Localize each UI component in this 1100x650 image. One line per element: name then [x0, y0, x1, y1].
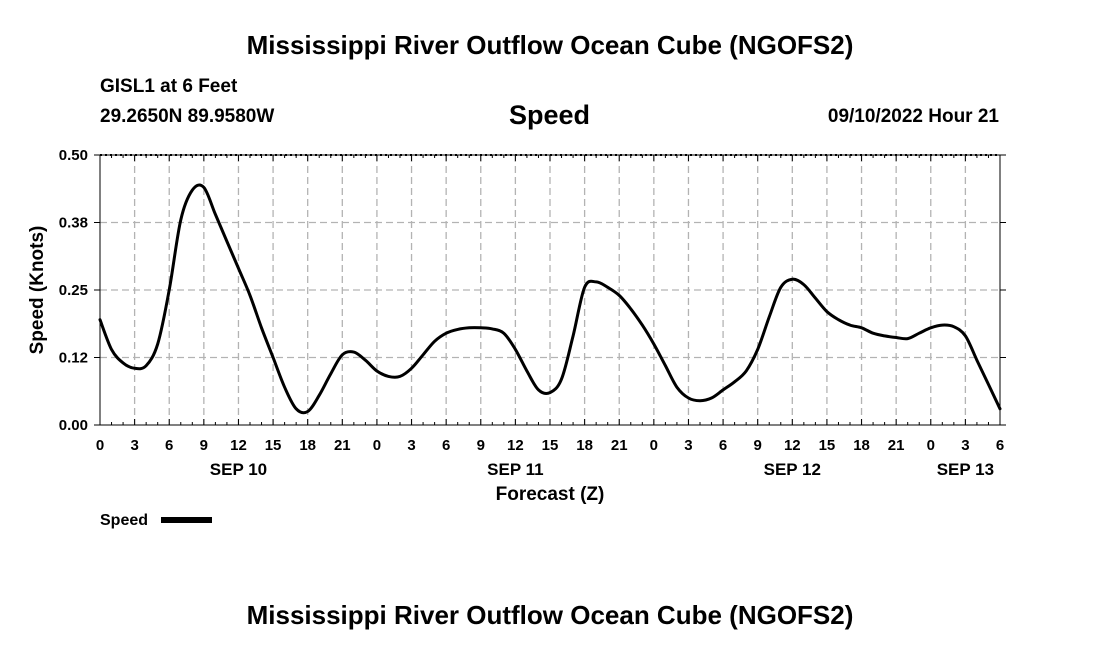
x-tick-label: 3: [130, 437, 138, 454]
x-tick-label: 6: [996, 437, 1004, 454]
y-tick-label: 0.00: [59, 417, 88, 434]
x-tick-label: 6: [442, 437, 450, 454]
forecast-datetime: 09/10/2022 Hour 21: [827, 106, 999, 127]
x-tick-label: 9: [200, 437, 208, 454]
x-tick-label: 3: [961, 437, 969, 454]
legend-swatch: [161, 517, 212, 523]
x-tick-label: 21: [611, 437, 628, 454]
footer-title: Mississippi River Outflow Ocean Cube (NG…: [246, 600, 854, 630]
x-tick-label: 18: [853, 437, 870, 454]
x-tick-label: 21: [334, 437, 351, 454]
grid-lines: [100, 154, 1000, 425]
legend-label: Speed: [100, 512, 148, 529]
x-axis-title: Forecast (Z): [496, 484, 605, 505]
date-label: SEP 12: [764, 460, 821, 479]
page-title: Mississippi River Outflow Ocean Cube (NG…: [246, 30, 854, 60]
chart-title: Speed: [509, 100, 591, 130]
x-tick-label: 0: [650, 437, 658, 454]
x-tick-label: 0: [96, 437, 104, 454]
date-label: SEP 13: [937, 460, 994, 479]
x-tick-label: 21: [888, 437, 905, 454]
date-label: SEP 11: [487, 460, 543, 479]
axis-ticks: [94, 154, 1006, 426]
x-tick-label: 0: [373, 437, 381, 454]
x-tick-label: 3: [684, 437, 692, 454]
x-tick-label: 3: [407, 437, 415, 454]
x-tick-label: 6: [165, 437, 173, 454]
y-tick-label: 0.50: [59, 147, 88, 164]
speed-series-line: [98, 183, 1002, 415]
x-tick-label: 6: [719, 437, 727, 454]
y-tick-label: 0.25: [59, 282, 88, 299]
x-tick-label: 18: [299, 437, 316, 454]
x-tick-label: 18: [576, 437, 593, 454]
x-tick-label: 12: [784, 437, 801, 454]
x-tick-label: 0: [927, 437, 935, 454]
x-tick-label: 9: [754, 437, 762, 454]
y-axis-title: Speed (Knots): [27, 226, 48, 355]
x-tick-label: 12: [230, 437, 247, 454]
x-tick-label: 15: [819, 437, 836, 454]
x-tick-label: 15: [542, 437, 559, 454]
y-tick-label: 0.12: [59, 350, 88, 367]
x-tick-label: 12: [507, 437, 524, 454]
date-label: SEP 10: [210, 460, 267, 479]
station-coordinates: 29.2650N 89.9580W: [100, 106, 275, 127]
y-tick-label: 0.38: [59, 215, 88, 232]
station-label: GISL1 at 6 Feet: [100, 76, 238, 97]
x-tick-label: 9: [477, 437, 485, 454]
x-tick-label: 15: [265, 437, 282, 454]
